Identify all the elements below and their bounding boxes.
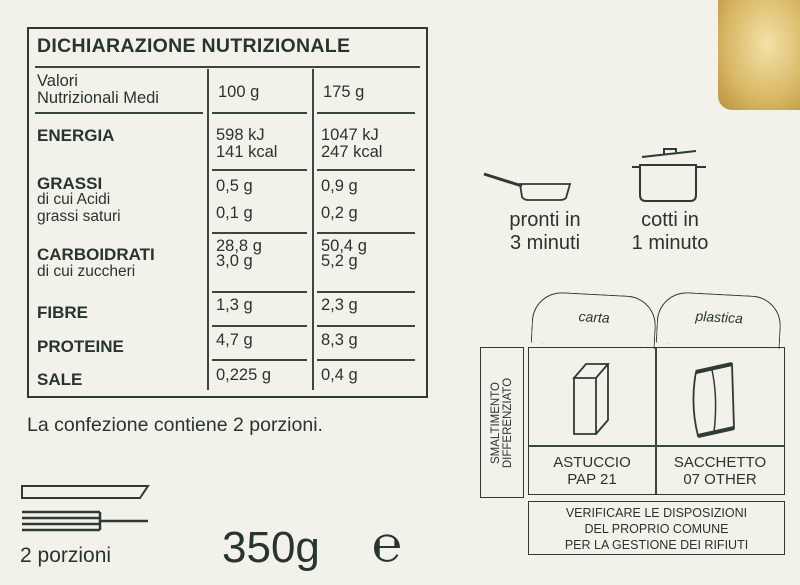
recycling-grid (528, 347, 785, 495)
row-label-sale: SALE (37, 370, 83, 389)
row-label-energia: ENERGIA (37, 126, 115, 145)
row-label-fibre: FIBRE (37, 303, 88, 322)
proteine-100g: 4,7 g (216, 331, 253, 349)
bin-tab-plastica: plastica (655, 290, 783, 350)
cooking-pan-text: pronti in 3 minuti (509, 209, 581, 254)
energia-100g: 598 kJ 141 kcal (216, 126, 278, 161)
sale-100g: 0,225 g (216, 366, 272, 384)
portions-note: La confezione contiene 2 porzioni. (27, 414, 323, 436)
nutrition-table: DICHIARAZIONE NUTRIZIONALE Valori Nutrizi… (27, 27, 428, 398)
row-label-proteine: PROTEINE (37, 337, 124, 356)
grassi-175g: 0,9 g (321, 177, 358, 195)
row-label-carboidrati: CARBOIDRATI (37, 245, 155, 264)
fibre-100g: 1,3 g (216, 296, 253, 314)
carton-box-icon (572, 363, 610, 435)
fibre-175g: 2,3 g (321, 296, 358, 314)
cooking-pot-text: cotti in 1 minuto (631, 209, 709, 254)
saturi-175g: 0,2 g (321, 204, 358, 222)
frying-pan-icon (483, 172, 572, 201)
zuccheri-label: di cui zuccheri (37, 263, 136, 280)
sale-175g: 0,4 g (321, 366, 358, 384)
row-label-grassi: GRASSI (37, 174, 103, 193)
bin-tab-carta: carta (530, 290, 658, 350)
proteine-175g: 8,3 g (321, 331, 358, 349)
grassi-100g: 0,5 g (216, 177, 253, 195)
knife-fork-icon (21, 485, 150, 532)
saturi-100g: 0,1 g (216, 204, 253, 222)
energia-175g: 1047 kJ 247 kcal (321, 126, 383, 161)
recycling-side-label: SMALTIMENTO DIFFERENZIATO (480, 347, 524, 498)
pasta-photo (718, 0, 800, 110)
grassi-sub-label: di cui Acidi grassi saturi (37, 191, 121, 225)
table-title: DICHIARAZIONE NUTRIZIONALE (37, 35, 351, 57)
carboidrati-175g: 50,4 g 5,2 g (321, 237, 367, 270)
header-100g: 100 g (218, 83, 260, 101)
disposal-note: VERIFICARE LE DISPOSIZIONI DEL PROPRIO CO… (528, 501, 785, 555)
carboidrati-100g: 28,8 g 3,0 g (216, 237, 262, 270)
pot-icon (632, 148, 706, 202)
plastic-bag-icon (692, 362, 735, 438)
header-175g: 175 g (323, 83, 365, 101)
carta-item-caption: ASTUCCIO PAP 21 (553, 454, 631, 488)
plastica-item-caption: SACCHETTO 07 OTHER (673, 454, 767, 488)
estimated-sign: ℮ (372, 516, 403, 572)
net-weight: 350g (222, 523, 320, 572)
portions-label: 2 porzioni (20, 544, 112, 567)
header-label: Valori Nutrizionali Medi (37, 72, 159, 107)
